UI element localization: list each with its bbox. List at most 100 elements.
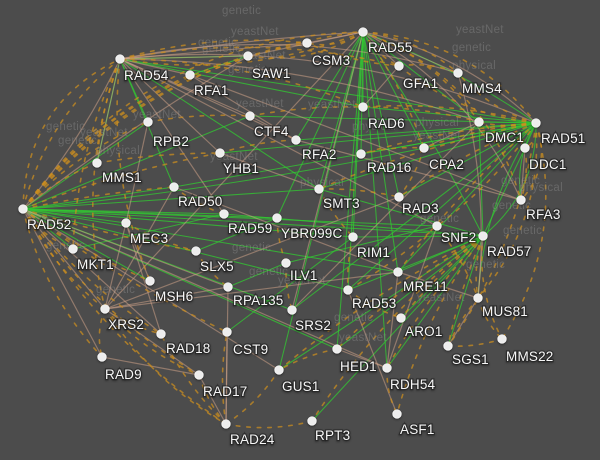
node-dot[interactable] [100, 304, 110, 314]
node-dot[interactable] [115, 54, 125, 64]
node-mec3[interactable]: MEC3 [121, 218, 169, 247]
node-rpa135[interactable]: RPA135 [223, 282, 284, 309]
node-dot[interactable] [307, 416, 317, 426]
node-dot[interactable] [18, 204, 28, 214]
node-mms4[interactable]: MMS4 [453, 68, 503, 97]
node-ilv1[interactable]: ILV1 [281, 258, 319, 284]
node-dot[interactable] [343, 285, 353, 295]
node-ctf4[interactable]: CTF4 [245, 111, 290, 140]
node-dot[interactable] [68, 244, 78, 254]
node-saw1[interactable]: SAW1 [243, 51, 292, 82]
node-dot[interactable] [516, 195, 526, 205]
node-dot[interactable] [272, 213, 282, 223]
node-rpb2[interactable]: RPB2 [143, 117, 190, 150]
node-hed1[interactable]: HED1 [332, 344, 378, 375]
node-dot[interactable] [358, 27, 368, 37]
node-dot[interactable] [358, 102, 368, 112]
node-gus1[interactable]: GUS1 [274, 365, 321, 395]
node-ybr099c[interactable]: YBR099C [272, 213, 343, 242]
node-dot[interactable] [97, 352, 107, 362]
node-dot[interactable] [169, 182, 179, 192]
node-mms22[interactable]: MMS22 [497, 334, 555, 365]
node-dot[interactable] [314, 184, 324, 194]
node-rad24[interactable]: RAD24 [221, 419, 276, 448]
node-dot[interactable] [432, 221, 442, 231]
node-dot[interactable] [291, 135, 301, 145]
node-snf2[interactable]: SNF2 [432, 221, 477, 246]
node-rad54[interactable]: RAD54 [115, 54, 170, 84]
node-dot[interactable] [243, 51, 253, 61]
node-dot[interactable] [356, 149, 366, 159]
node-cpa2[interactable]: CPA2 [419, 143, 465, 173]
node-srs2[interactable]: SRS2 [287, 305, 332, 334]
node-dot[interactable] [92, 158, 102, 168]
node-dot[interactable] [287, 305, 297, 315]
node-rad3[interactable]: RAD3 [394, 192, 440, 217]
node-mre11[interactable]: MRE11 [393, 267, 449, 295]
node-asf1[interactable]: ASF1 [392, 409, 436, 438]
node-dot[interactable] [215, 148, 225, 158]
node-msh6[interactable]: MSH6 [145, 276, 194, 305]
node-dot[interactable] [348, 232, 358, 242]
node-rad53[interactable]: RAD53 [343, 285, 398, 312]
node-dot[interactable] [520, 143, 530, 153]
node-dot[interactable] [394, 192, 404, 202]
node-dot[interactable] [332, 344, 342, 354]
node-sgs1[interactable]: SGS1 [443, 341, 490, 368]
node-dot[interactable] [419, 143, 429, 153]
node-dot[interactable] [531, 118, 541, 128]
node-rim1[interactable]: RIM1 [348, 232, 391, 261]
node-xrs2[interactable]: XRS2 [100, 304, 145, 333]
node-dot[interactable] [194, 370, 204, 380]
node-rpt3[interactable]: RPT3 [307, 416, 351, 444]
node-dot[interactable] [394, 61, 404, 71]
node-rad16[interactable]: RAD16 [356, 149, 413, 176]
node-dot[interactable] [191, 246, 201, 256]
node-rad57[interactable]: RAD57 [478, 231, 533, 260]
node-mms1[interactable]: MMS1 [92, 158, 143, 186]
node-mkt1[interactable]: MKT1 [68, 244, 115, 273]
node-yhb1[interactable]: YHB1 [215, 148, 260, 177]
node-dot[interactable] [497, 334, 507, 344]
node-dot[interactable] [221, 419, 231, 429]
node-dot[interactable] [121, 218, 131, 228]
node-rad52[interactable]: RAD52 [18, 204, 73, 233]
node-rad55[interactable]: RAD55 [358, 27, 414, 56]
node-ddc1[interactable]: DDC1 [520, 143, 568, 173]
node-rad9[interactable]: RAD9 [97, 352, 143, 383]
node-rad18[interactable]: RAD18 [156, 329, 212, 357]
node-rfa3[interactable]: RFA3 [516, 195, 562, 223]
node-dot[interactable] [302, 38, 312, 48]
node-dot[interactable] [185, 70, 195, 80]
node-dot[interactable] [473, 293, 483, 303]
node-rdh54[interactable]: RDH54 [382, 363, 437, 393]
node-dot[interactable] [392, 409, 402, 419]
node-rad59[interactable]: RAD59 [219, 209, 274, 237]
node-dot[interactable] [274, 365, 284, 375]
node-mus81[interactable]: MUS81 [473, 293, 529, 320]
node-aro1[interactable]: ARO1 [396, 313, 444, 340]
node-dot[interactable] [222, 327, 232, 337]
node-dot[interactable] [156, 329, 166, 339]
node-smt3[interactable]: SMT3 [314, 184, 361, 212]
node-dot[interactable] [281, 258, 291, 268]
node-dot[interactable] [223, 282, 233, 292]
node-csm3[interactable]: CSM3 [302, 38, 351, 69]
node-gfa1[interactable]: GFA1 [394, 61, 439, 92]
node-dot[interactable] [478, 231, 488, 241]
node-dmc1[interactable]: DMC1 [474, 117, 525, 146]
node-dot[interactable] [396, 313, 406, 323]
node-dot[interactable] [382, 363, 392, 373]
node-dot[interactable] [219, 209, 229, 219]
node-cst9[interactable]: CST9 [222, 327, 269, 358]
node-rad6[interactable]: RAD6 [358, 102, 406, 132]
node-rfa1[interactable]: RFA1 [185, 70, 230, 99]
node-dot[interactable] [474, 117, 484, 127]
node-dot[interactable] [393, 267, 403, 277]
node-slx5[interactable]: SLX5 [191, 246, 235, 275]
node-dot[interactable] [443, 341, 453, 351]
node-dot[interactable] [145, 276, 155, 286]
node-dot[interactable] [453, 68, 463, 78]
